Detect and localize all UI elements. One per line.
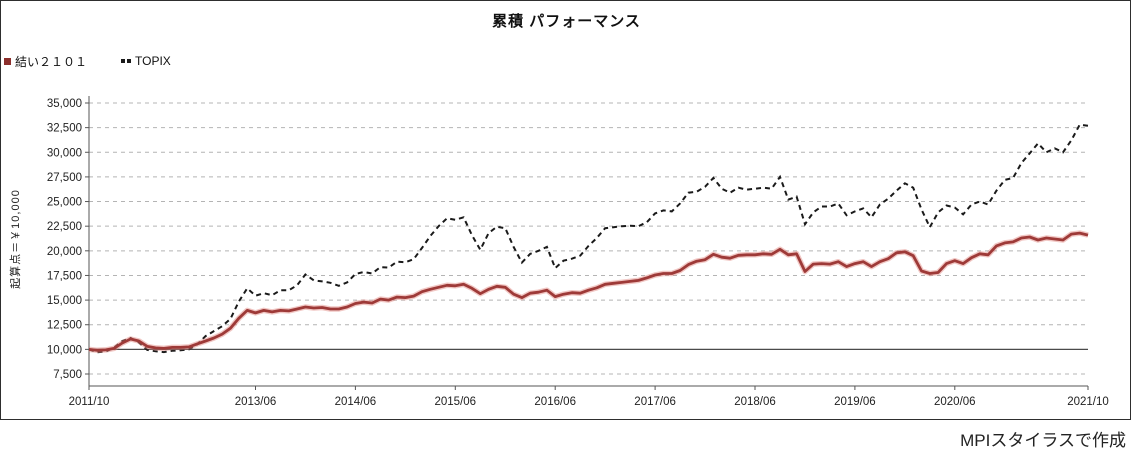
- x-tick-label: 2020/06: [934, 396, 976, 408]
- y-tick-label: 20,000: [47, 246, 82, 258]
- x-tick-label: 2011/10: [69, 396, 110, 408]
- x-tick-label: 2017/06: [634, 396, 676, 408]
- x-tick-label: 2016/06: [534, 396, 576, 408]
- y-tick-label: 15,000: [47, 295, 82, 307]
- yui2101-line: [88, 231, 1089, 352]
- footer-credit: MPIスタイラスで作成: [960, 431, 1126, 450]
- legend-label-yui2101: 結い２１０１: [15, 54, 88, 69]
- x-tick-label: 2013/06: [235, 396, 277, 408]
- performance-line-chart: 7,500 10,000 12,500 15,000 17,500 20,000 22,50…: [47, 96, 1109, 408]
- y-tick-label: 22,500: [47, 221, 82, 233]
- y-tick-label: 27,500: [47, 172, 82, 184]
- y-tick-label: 7,500: [53, 369, 82, 381]
- legend-label-topix: TOPIX: [135, 54, 171, 68]
- y-tick-label: 10,000: [47, 344, 82, 356]
- legend-item-topix: TOPIX: [121, 54, 171, 68]
- topix-line: [88, 123, 1089, 354]
- yui2101-line-swatch-icon: [4, 57, 11, 65]
- y-tick-label: 25,000: [47, 197, 82, 209]
- y-tick-label: 32,500: [47, 123, 82, 135]
- topix-line-swatch-icon: [121, 59, 132, 63]
- legend-item-yui2101: 結い２１０１: [4, 53, 87, 70]
- y-tick-label: 35,000: [47, 98, 82, 110]
- y-axis-title: 起算点＝￥10,000: [10, 189, 22, 289]
- x-tick-label: 2015/06: [435, 396, 477, 408]
- y-tick-label: 12,500: [47, 320, 82, 332]
- y-tick-label: 17,500: [47, 270, 82, 282]
- chart-frame: 累積 パフォーマンス 結い２１０１ TOPIX 起算点＝￥10,000 7,50…: [0, 0, 1131, 420]
- x-tick-label: 2014/06: [335, 396, 377, 408]
- x-tick-label: 2021/10: [1067, 396, 1109, 408]
- x-tick-label: 2018/06: [734, 396, 776, 408]
- chart-title: 累積 パフォーマンス: [492, 13, 641, 30]
- y-tick-label: 30,000: [47, 147, 82, 159]
- legend: 結い２１０１ TOPIX: [4, 53, 205, 70]
- x-tick-label: 2019/06: [834, 396, 876, 408]
